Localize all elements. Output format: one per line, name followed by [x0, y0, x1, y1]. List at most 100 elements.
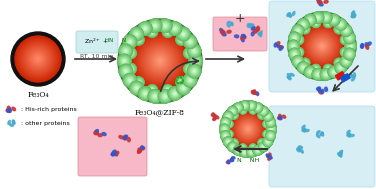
Circle shape [261, 142, 262, 143]
Circle shape [261, 142, 263, 144]
Circle shape [143, 44, 177, 78]
Circle shape [144, 92, 146, 94]
Circle shape [229, 144, 236, 150]
Circle shape [269, 121, 272, 124]
Circle shape [299, 64, 308, 72]
Circle shape [24, 45, 52, 73]
Circle shape [324, 19, 332, 27]
Circle shape [298, 51, 300, 53]
Circle shape [136, 87, 137, 89]
Circle shape [185, 36, 196, 47]
Circle shape [265, 122, 268, 125]
Circle shape [185, 49, 193, 57]
Circle shape [299, 20, 308, 29]
Circle shape [336, 60, 341, 66]
Circle shape [324, 19, 332, 26]
Circle shape [227, 122, 231, 126]
Circle shape [266, 123, 268, 125]
Circle shape [176, 35, 186, 45]
Circle shape [126, 38, 133, 45]
Circle shape [122, 47, 129, 55]
Circle shape [184, 48, 194, 58]
Circle shape [321, 70, 331, 79]
Circle shape [234, 103, 243, 112]
Circle shape [252, 147, 254, 149]
Circle shape [191, 68, 197, 74]
Circle shape [260, 143, 267, 150]
Circle shape [345, 33, 354, 43]
Circle shape [224, 134, 227, 137]
Circle shape [349, 44, 352, 48]
Circle shape [232, 113, 237, 118]
Circle shape [338, 62, 340, 64]
Circle shape [336, 60, 342, 66]
Circle shape [293, 45, 294, 47]
Circle shape [290, 42, 297, 50]
Circle shape [188, 40, 192, 44]
Circle shape [309, 19, 312, 22]
Circle shape [128, 66, 134, 72]
Circle shape [344, 33, 355, 43]
Circle shape [293, 57, 303, 66]
Circle shape [228, 107, 237, 116]
Ellipse shape [277, 45, 281, 48]
Text: Fe₃O₄: Fe₃O₄ [27, 91, 49, 99]
Circle shape [344, 28, 348, 33]
Circle shape [231, 110, 234, 113]
Circle shape [261, 142, 262, 144]
Circle shape [348, 43, 353, 49]
Circle shape [228, 123, 230, 125]
Circle shape [313, 13, 323, 22]
Circle shape [124, 75, 135, 86]
Circle shape [348, 53, 351, 56]
Circle shape [270, 121, 271, 123]
Circle shape [228, 122, 230, 125]
Circle shape [185, 49, 194, 58]
Circle shape [302, 66, 305, 69]
Circle shape [119, 56, 130, 67]
Circle shape [232, 140, 237, 146]
Circle shape [336, 20, 346, 29]
Circle shape [313, 70, 323, 79]
Ellipse shape [319, 3, 323, 6]
Circle shape [308, 70, 312, 74]
Circle shape [161, 92, 169, 101]
Circle shape [223, 134, 227, 138]
Circle shape [302, 60, 308, 66]
Circle shape [161, 92, 170, 101]
Circle shape [226, 140, 230, 143]
Circle shape [337, 27, 341, 31]
Circle shape [134, 85, 139, 91]
Circle shape [336, 60, 342, 66]
Circle shape [235, 115, 261, 143]
Circle shape [233, 114, 236, 117]
Circle shape [148, 86, 156, 94]
FancyBboxPatch shape [213, 17, 267, 51]
Circle shape [224, 134, 227, 137]
Circle shape [314, 22, 317, 24]
Circle shape [243, 104, 247, 108]
Circle shape [163, 27, 172, 36]
Circle shape [226, 114, 231, 119]
Circle shape [152, 90, 153, 91]
Circle shape [350, 45, 352, 47]
Circle shape [342, 49, 348, 55]
Circle shape [122, 47, 130, 55]
Circle shape [36, 57, 40, 61]
Circle shape [125, 70, 127, 72]
Circle shape [325, 66, 331, 72]
Circle shape [326, 67, 330, 71]
Circle shape [346, 51, 353, 57]
Circle shape [327, 22, 329, 24]
Circle shape [267, 132, 274, 139]
Circle shape [223, 134, 227, 138]
Circle shape [177, 36, 185, 44]
Circle shape [296, 60, 300, 63]
Circle shape [124, 69, 127, 73]
Circle shape [297, 30, 299, 31]
Circle shape [224, 137, 233, 146]
Circle shape [232, 113, 237, 118]
Ellipse shape [138, 148, 141, 152]
Circle shape [332, 18, 336, 22]
Circle shape [228, 122, 230, 125]
